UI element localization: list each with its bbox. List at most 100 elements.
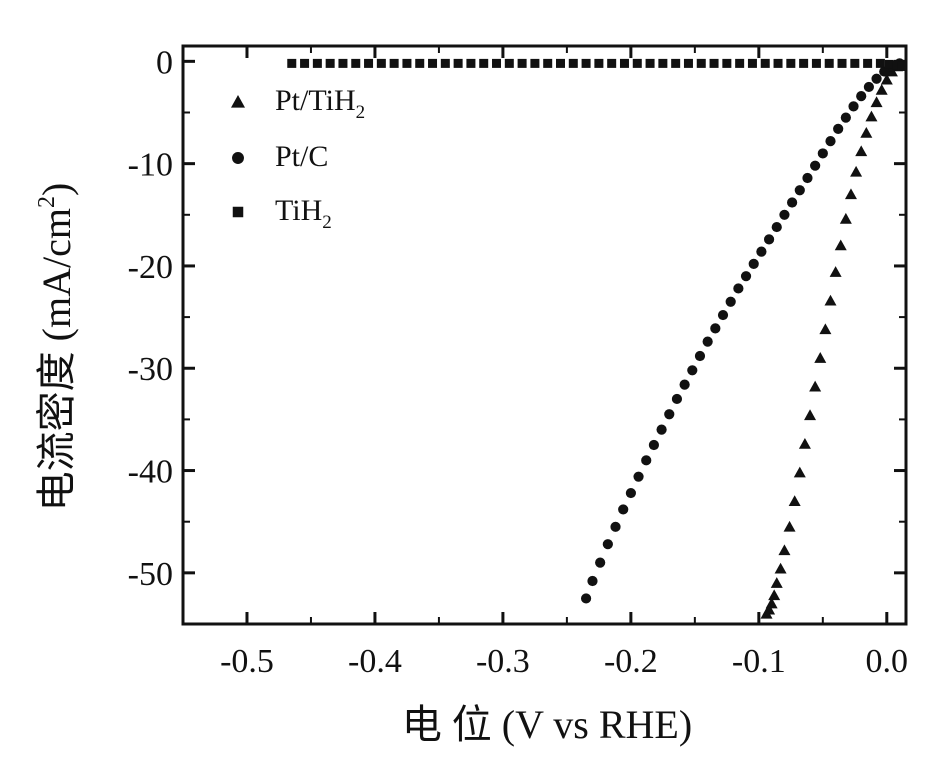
data-point-circle	[672, 394, 682, 404]
data-point-triangle	[825, 295, 837, 306]
data-point-square	[300, 59, 309, 68]
data-point-square	[543, 59, 552, 68]
data-point-square	[569, 59, 578, 68]
data-point-square	[735, 59, 744, 68]
data-point-square	[671, 59, 680, 68]
data-point-square	[326, 59, 335, 68]
legend-label-main: TiH	[275, 194, 322, 227]
x-tick-label: -0.5	[220, 643, 274, 680]
data-point-square	[377, 59, 386, 68]
data-point-triangle	[768, 589, 780, 600]
y-tick-label: 0	[156, 44, 173, 81]
data-point-circle	[848, 101, 858, 111]
y-axis-title: 电流密度 (mA/cm2)	[34, 183, 79, 512]
data-point-square	[402, 59, 411, 68]
x-tick-label: -0.4	[348, 643, 402, 680]
legend-label: TiH2	[275, 194, 332, 233]
data-point-circle	[818, 148, 828, 158]
data-point-circle	[687, 365, 697, 375]
data-point-triangle	[865, 111, 877, 122]
legend-marker-circle	[232, 152, 244, 164]
data-point-triangle	[814, 352, 826, 363]
legend-label-main: Pt/TiH	[275, 84, 356, 117]
series-square	[287, 59, 906, 71]
data-point-circle	[764, 234, 774, 244]
data-point-triangle	[876, 84, 888, 95]
x-tick-label: -0.3	[476, 643, 530, 680]
data-point-triangle	[784, 521, 796, 532]
data-point-square	[774, 59, 783, 68]
data-point-circle	[618, 504, 628, 514]
data-point-circle	[664, 409, 674, 419]
y-tick-label: -10	[128, 147, 173, 184]
data-point-triangle	[835, 239, 847, 250]
legend: Pt/TiH2Pt/CTiH2	[231, 84, 365, 233]
data-point-circle	[802, 173, 812, 183]
data-point-circle	[587, 576, 597, 586]
data-point-square	[556, 59, 565, 68]
data-point-triangle	[794, 467, 806, 478]
data-point-square	[812, 59, 821, 68]
data-point-circle	[779, 210, 789, 220]
data-point-circle	[726, 297, 736, 307]
data-point-circle	[718, 310, 728, 320]
x-tick-label: -0.1	[732, 643, 786, 680]
data-point-circle	[864, 82, 874, 92]
data-point-circle	[649, 440, 659, 450]
data-point-square	[390, 59, 399, 68]
data-point-square	[885, 60, 894, 69]
data-point-triangle	[819, 323, 831, 334]
y-axis-title-end: )	[34, 183, 79, 196]
data-point-square	[684, 59, 693, 68]
legend-label: Pt/TiH2	[275, 84, 365, 123]
data-point-square	[876, 59, 885, 68]
legend-label-main: Pt/C	[275, 140, 328, 173]
data-point-circle	[772, 222, 782, 232]
data-point-circle	[656, 425, 666, 435]
data-point-triangle	[860, 127, 872, 138]
data-point-square	[364, 59, 373, 68]
legend-label: Pt/C	[275, 140, 328, 173]
data-point-square	[620, 59, 629, 68]
data-point-circle	[841, 113, 851, 123]
data-point-square	[594, 59, 603, 68]
data-point-square	[338, 59, 347, 68]
data-point-triangle	[775, 563, 787, 574]
data-point-circle	[756, 247, 766, 257]
data-point-square	[838, 59, 847, 68]
data-point-square	[799, 59, 808, 68]
data-point-triangle	[771, 577, 783, 588]
data-point-square	[466, 59, 475, 68]
x-tick-label: 0.0	[866, 643, 909, 680]
data-point-circle	[603, 539, 613, 549]
data-point-triangle	[789, 495, 801, 506]
legend-label-sub: 2	[322, 212, 332, 233]
data-point-square	[518, 59, 527, 68]
data-point-triangle	[840, 213, 852, 224]
y-tick-label: -30	[128, 351, 173, 388]
data-point-triangle	[778, 544, 790, 555]
data-point-circle	[695, 351, 705, 361]
data-point-circle	[626, 488, 636, 498]
data-point-circle	[703, 337, 713, 347]
data-point-circle	[856, 91, 866, 101]
data-point-circle	[633, 472, 643, 482]
data-point-triangle	[855, 145, 867, 156]
axis-ticks: -0.5-0.4-0.3-0.2-0.10.00-10-20-30-40-50	[128, 44, 908, 680]
plot-frame	[183, 46, 906, 624]
data-point-square	[722, 59, 731, 68]
data-point-triangle	[809, 381, 821, 392]
data-point-triangle	[850, 166, 862, 177]
legend-marker-square	[233, 207, 244, 218]
data-point-square	[748, 59, 757, 68]
data-point-square	[505, 59, 514, 68]
data-point-square	[441, 59, 450, 68]
y-axis-title-main: 电流密度 (mA/cm	[34, 208, 79, 511]
y-axis-title-sup: 2	[34, 196, 60, 208]
y-tick-label: -20	[128, 249, 173, 286]
data-point-square	[351, 59, 360, 68]
y-tick-label: -50	[128, 556, 173, 593]
data-point-square	[646, 59, 655, 68]
